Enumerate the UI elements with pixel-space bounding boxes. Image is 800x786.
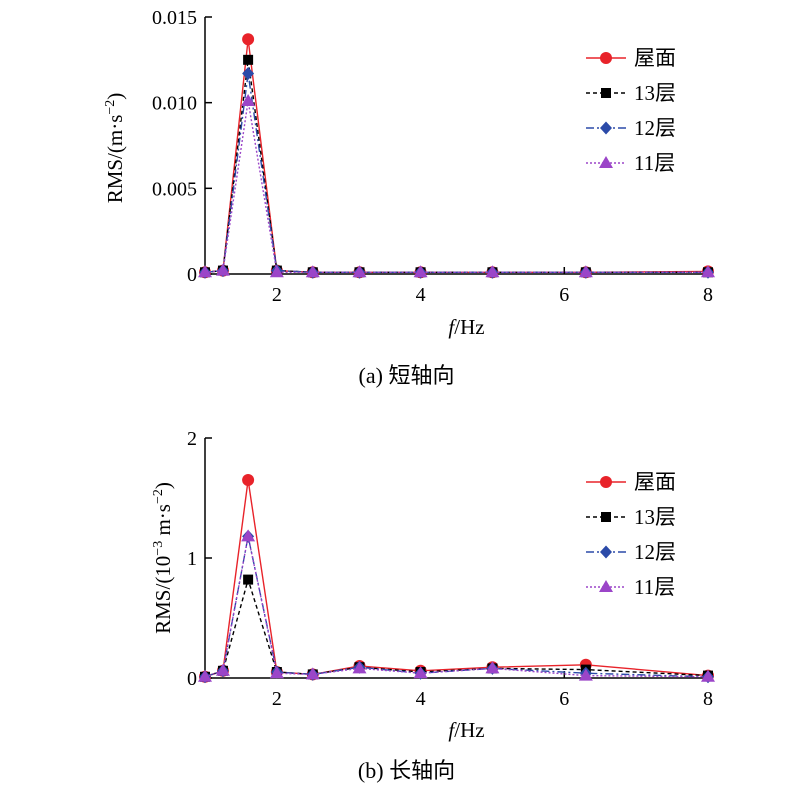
- y-label-text-mid: m·s: [151, 504, 175, 541]
- data-point: [485, 265, 500, 278]
- x-tick-label: 2: [272, 284, 282, 306]
- legend-marker: [600, 52, 612, 64]
- data-point: [701, 669, 715, 682]
- y-axis-label: RMS/(10−3 m·s−2): [151, 482, 175, 634]
- x-tick-label: 6: [559, 688, 569, 710]
- series-line: [204, 73, 708, 273]
- y-tick-label: 0: [187, 668, 197, 690]
- y-tick-label: 0.015: [152, 7, 197, 29]
- legend-label: 13层: [634, 505, 676, 529]
- series-3: [198, 93, 715, 278]
- legend: 屋面 13层 12层 11层: [586, 470, 676, 599]
- data-point: [413, 265, 428, 278]
- x-tick-label: 4: [416, 688, 426, 710]
- y-label-superscript: −2: [103, 100, 118, 115]
- data-point: [242, 67, 255, 81]
- y-axis-label: RMS/(m·s−2): [103, 93, 127, 204]
- x-axis-label: f/Hz: [448, 718, 484, 742]
- data-point: [198, 669, 212, 682]
- data-point: [242, 33, 255, 46]
- y-label-text: RMS/(m·s: [103, 115, 127, 204]
- series-line: [204, 39, 709, 273]
- y-label-close: ): [103, 93, 127, 100]
- y-tick-label: 0: [187, 264, 197, 286]
- y-tick-label: 1: [187, 548, 197, 570]
- legend-label: 11层: [634, 151, 675, 175]
- data-point: [413, 666, 428, 679]
- data-point: [578, 668, 593, 681]
- data-point: [243, 54, 254, 65]
- series-line: [204, 536, 709, 678]
- data-point: [269, 265, 284, 278]
- data-point: [352, 661, 367, 674]
- x-label-unit: /Hz: [454, 315, 484, 339]
- x-tick-label: 8: [703, 284, 713, 306]
- x-tick-label: 8: [703, 688, 713, 710]
- series-line: [204, 536, 709, 678]
- data-point: [269, 666, 284, 679]
- y-label-close: ): [151, 482, 175, 489]
- legend-label: 12层: [634, 540, 676, 564]
- chart-panel-a: 0 0.005 0.010 0.015 2 4 6 8 RMS/(m·s−2) f/Hz (a) 短…: [103, 7, 715, 388]
- x-axis-label: f/Hz: [448, 315, 484, 339]
- data-point: [701, 265, 715, 278]
- legend-marker: [600, 121, 612, 135]
- data-point: [352, 265, 367, 278]
- legend-label: 12层: [634, 116, 676, 140]
- y-tick-label: 0.010: [152, 93, 197, 115]
- legend-label: 13层: [634, 81, 676, 105]
- legend-label: 屋面: [634, 46, 676, 70]
- series-line: [204, 577, 709, 678]
- x-tick-label: 4: [416, 284, 426, 306]
- legend-label: 屋面: [634, 470, 676, 494]
- x-tick-label: 2: [272, 688, 282, 710]
- data-point: [305, 265, 320, 278]
- x-tick-label: 6: [559, 284, 569, 306]
- series-line: [204, 100, 708, 273]
- x-label-italic: f: [448, 718, 457, 742]
- legend-marker: [600, 545, 612, 559]
- legend-marker: [601, 512, 611, 522]
- legend-marker: [599, 156, 613, 168]
- data-point: [198, 265, 212, 278]
- data-point: [241, 529, 256, 542]
- data-point: [578, 265, 593, 278]
- chart-panel-b: 0 1 2 2 4 6 8 RMS/(10−3 m·s−2) f/Hz (b) 长轴向 屋面 13层 1…: [151, 428, 715, 783]
- x-label-unit: /Hz: [454, 718, 484, 742]
- series-3: [198, 529, 715, 682]
- legend-marker: [599, 580, 613, 592]
- series-line: [204, 479, 709, 678]
- y-tick-label: 2: [187, 428, 197, 450]
- y-label-superscript: −3: [151, 541, 166, 556]
- x-label-italic: f: [448, 315, 457, 339]
- data-point: [243, 574, 254, 585]
- y-label-superscript-2: −2: [151, 489, 166, 504]
- data-point: [485, 661, 500, 674]
- legend-marker: [601, 88, 611, 98]
- panel-caption: (b) 长轴向: [358, 758, 455, 783]
- data-point: [241, 93, 256, 106]
- data-point: [215, 263, 230, 276]
- legend: 屋面 13层 12层 11层: [586, 46, 676, 175]
- series-line: [204, 59, 708, 273]
- y-tick-label: 0.005: [152, 178, 197, 200]
- data-point: [242, 474, 255, 486]
- data-point: [215, 663, 230, 676]
- legend-label: 11层: [634, 575, 675, 599]
- panel-caption: (a) 短轴向: [359, 363, 455, 388]
- legend-marker: [600, 476, 612, 488]
- y-label-text: RMS/(10: [151, 556, 175, 634]
- data-point: [305, 667, 320, 680]
